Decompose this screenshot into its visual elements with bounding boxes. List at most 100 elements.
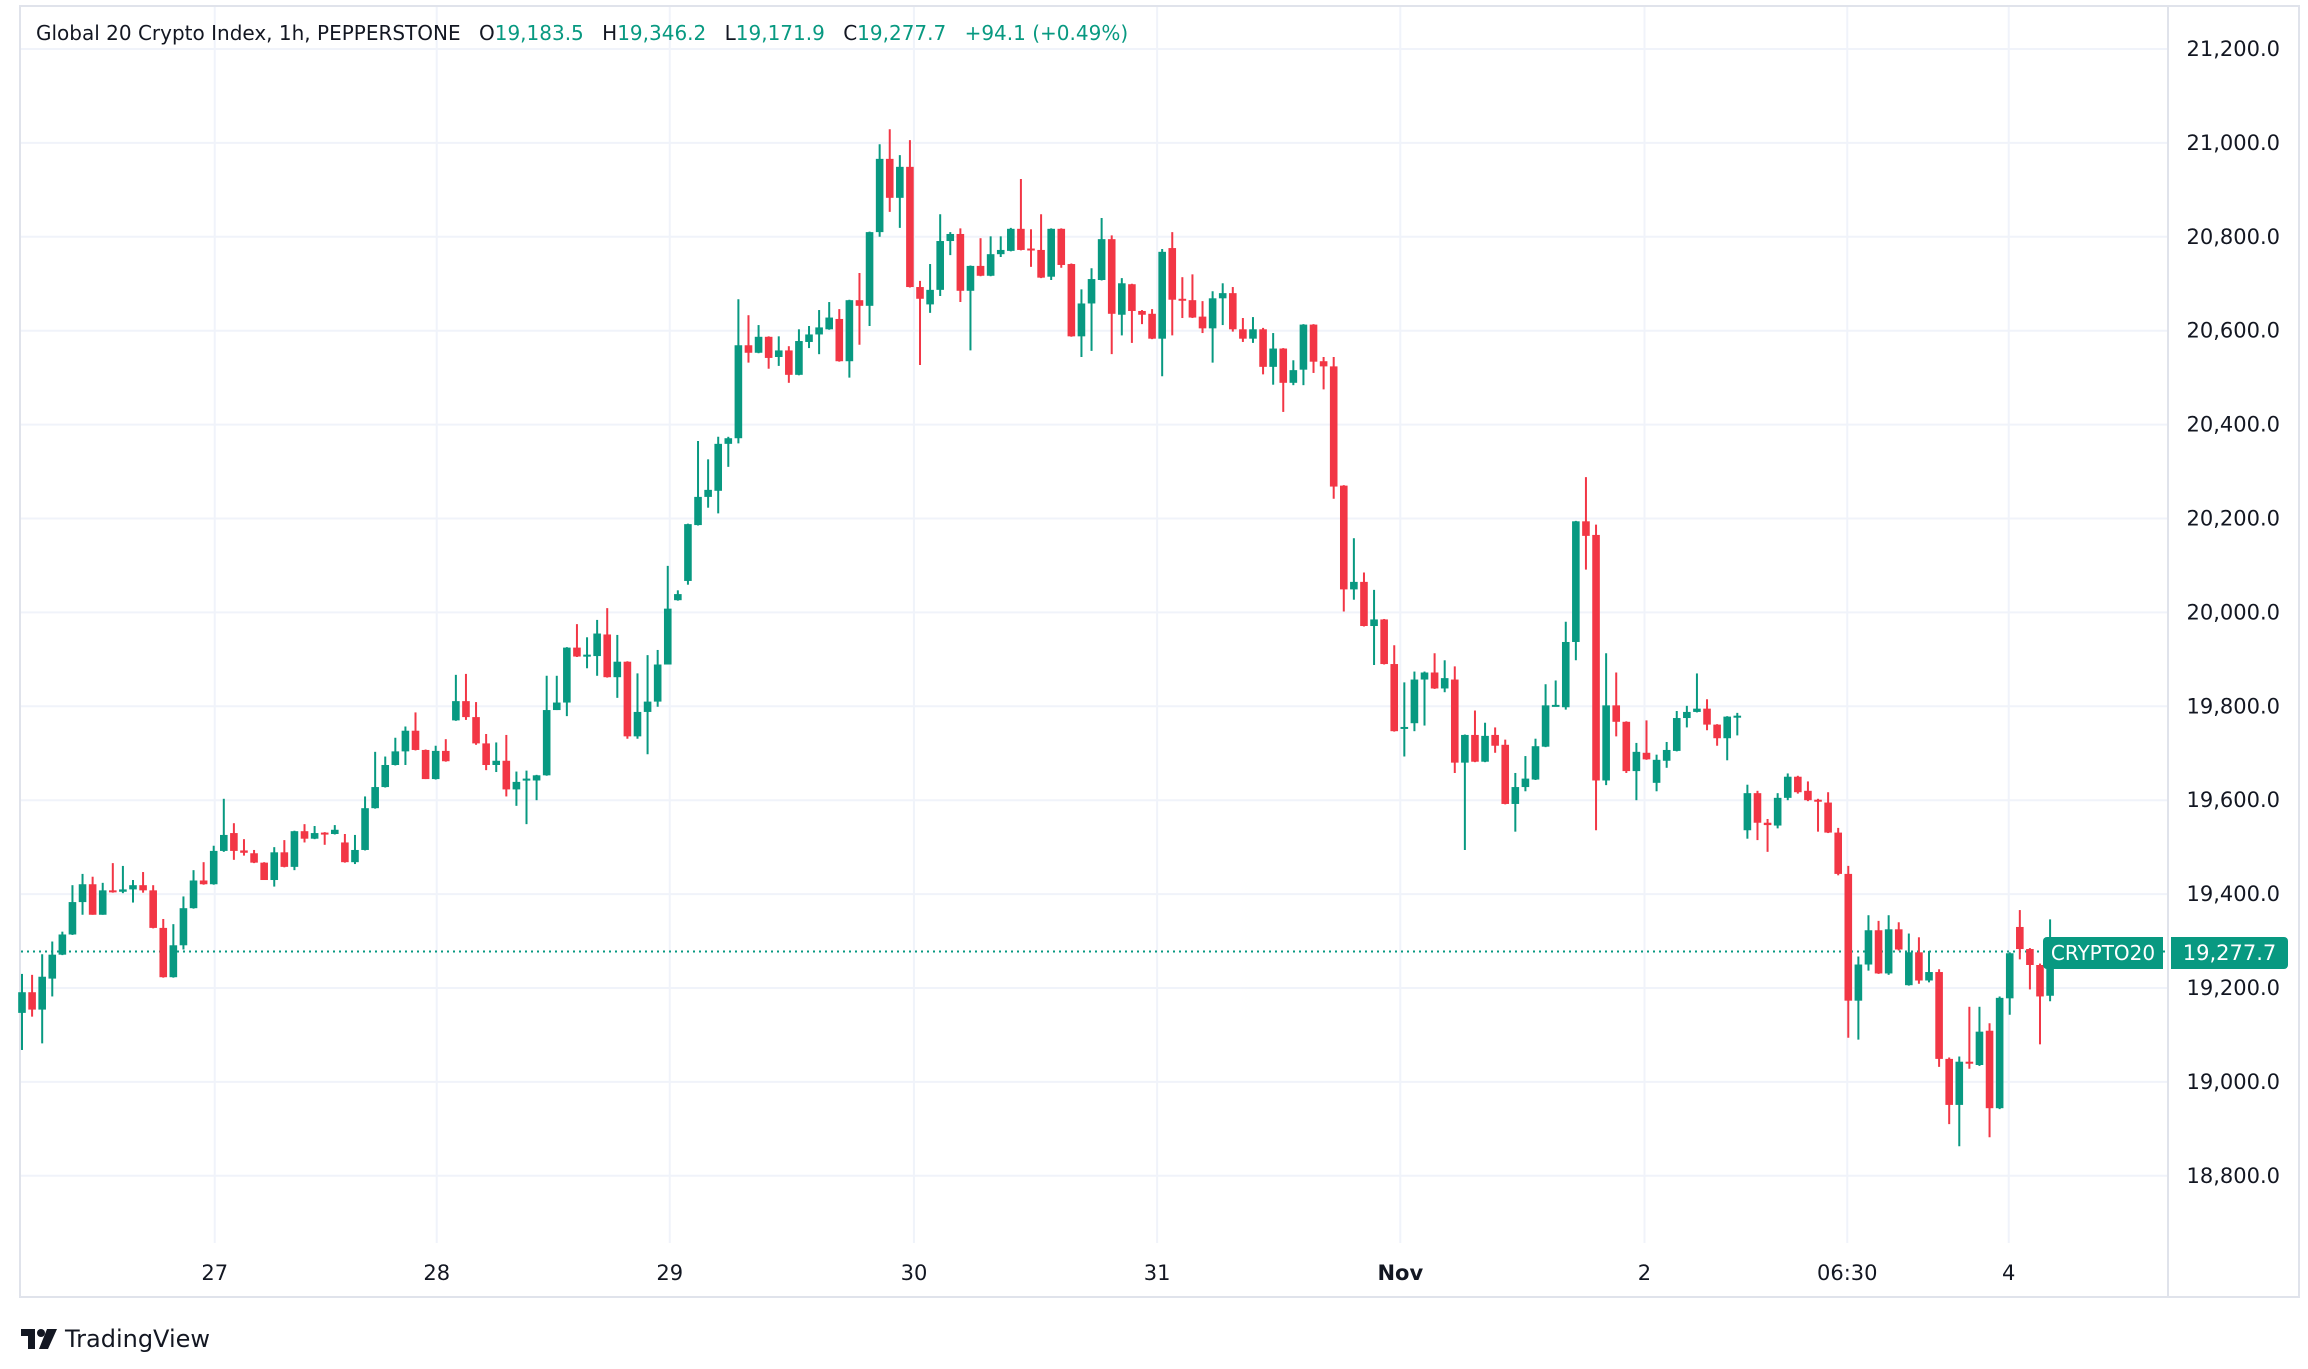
candle-body-up: [966, 265, 975, 291]
candle-body-down: [462, 701, 470, 718]
chart-frame: [19, 5, 2300, 1298]
candle-body-down: [1430, 672, 1439, 689]
candle-body-up: [1289, 370, 1298, 383]
candle-body-down: [28, 992, 36, 1010]
candle-body-up: [209, 850, 218, 885]
candle-body-down: [1309, 324, 1318, 362]
candle-body-down: [1985, 1030, 1994, 1109]
candle-body-up: [1007, 228, 1015, 251]
candle-body-down: [885, 158, 894, 198]
candle-body-down: [1794, 776, 1802, 793]
candle-body-up: [734, 345, 743, 439]
y-tick-label: 21,200.0: [2186, 37, 2280, 61]
candle-body-up: [986, 254, 995, 276]
candle-body-up: [371, 787, 379, 809]
close-value: 19,277.7: [857, 21, 947, 45]
candle-body-down: [1753, 793, 1762, 823]
candle-body-up: [1551, 704, 1560, 707]
candle-body-up: [1087, 279, 1096, 304]
candle-body-up: [330, 829, 339, 835]
candle-body-down: [109, 890, 117, 893]
candle-body-up: [1400, 726, 1409, 729]
candle-body-up: [1572, 521, 1580, 642]
candle-body-up: [552, 702, 561, 711]
candle-body-down: [1178, 298, 1187, 301]
candle-body-up: [845, 300, 854, 362]
candle-body-up: [2005, 953, 2014, 999]
candle-body-down: [149, 890, 157, 928]
candle-body-down: [1027, 248, 1035, 251]
candle-body-down: [441, 750, 450, 762]
candle-body-up: [1662, 749, 1671, 761]
candle-body-up: [1531, 746, 1540, 780]
candle-body-down: [1814, 799, 1822, 802]
candle-body-down: [1945, 1058, 1953, 1105]
candle-body-up: [1541, 705, 1550, 747]
candle-body-up: [1975, 1031, 1984, 1065]
tradingview-logo[interactable]: TradingView: [21, 1325, 210, 1353]
candle-body-down: [1622, 721, 1631, 772]
y-tick-label: 19,600.0: [2186, 788, 2280, 812]
x-tick-label: 27: [201, 1261, 228, 1285]
x-tick-label: 28: [423, 1261, 450, 1285]
candle-body-down: [835, 318, 844, 362]
candle-body-down: [1259, 329, 1267, 367]
candle-body-up: [754, 336, 763, 353]
x-tick-label: 30: [901, 1261, 928, 1285]
y-tick-label: 18,800.0: [2186, 1164, 2280, 1188]
candle-body-down: [421, 749, 430, 780]
change-value: +94.1 (+0.49%): [964, 21, 1129, 45]
y-tick-label: 19,800.0: [2186, 694, 2280, 718]
candle-body-down: [341, 842, 349, 863]
y-tick-label: 20,600.0: [2186, 319, 2280, 343]
candle-body-down: [1763, 822, 1772, 826]
candle-body-down: [1138, 310, 1146, 315]
y-tick-label: 19,000.0: [2186, 1070, 2280, 1094]
candle-body-up: [169, 945, 178, 978]
candle-body-down: [1329, 366, 1338, 487]
candle-body-up: [310, 833, 319, 839]
candle-body-up: [1693, 708, 1701, 712]
candle-body-up: [896, 166, 904, 198]
candle-body-down: [1360, 581, 1368, 627]
candle-body-down: [2026, 949, 2034, 965]
candle-body-up: [129, 885, 137, 890]
candle-body-down: [1612, 705, 1621, 722]
candle-body-up: [1440, 678, 1449, 689]
symbol-title: Global 20 Crypto Index, 1h, PEPPERSTONE: [36, 21, 461, 45]
candle-body-down: [956, 233, 965, 291]
candle-body-up: [1249, 329, 1257, 339]
candle-body-down: [1713, 724, 1721, 739]
candle-body-down: [1582, 521, 1590, 536]
chart-legend: Global 20 Crypto Index, 1h, PEPPERSTONE …: [36, 21, 1128, 45]
candle-body-up: [522, 778, 531, 781]
candle-body-up: [1511, 787, 1520, 804]
candle-body-up: [875, 158, 884, 233]
candle-body-down: [2036, 964, 2044, 997]
tradingview-logo-icon: [21, 1329, 57, 1349]
candle-body-up: [1783, 776, 1792, 798]
candle-body-up: [391, 751, 400, 765]
candle-body-up: [270, 852, 279, 881]
candle-body-up: [1218, 293, 1227, 299]
candle-body-up: [815, 327, 823, 335]
candle-body-up: [865, 232, 874, 306]
candle-body-down: [1935, 972, 1943, 1059]
candle-body-up: [1864, 930, 1873, 965]
candle-body-down: [320, 832, 329, 835]
candle-body-up: [1743, 793, 1752, 831]
candle-body-down: [1915, 952, 1923, 981]
candle-body-up: [774, 350, 783, 357]
y-tick-label: 20,200.0: [2186, 507, 2280, 531]
candle-body-up: [351, 849, 359, 863]
candle-body-up: [1481, 735, 1489, 762]
candle-body-down: [1188, 300, 1197, 318]
candle-body-up: [1854, 964, 1863, 1001]
candle-body-up: [825, 317, 833, 330]
candle-body-up: [452, 701, 460, 721]
candle-body-down: [230, 833, 238, 851]
candle-body-down: [764, 336, 773, 358]
candle-body-down: [159, 927, 168, 978]
candle-body-up: [1047, 228, 1055, 277]
